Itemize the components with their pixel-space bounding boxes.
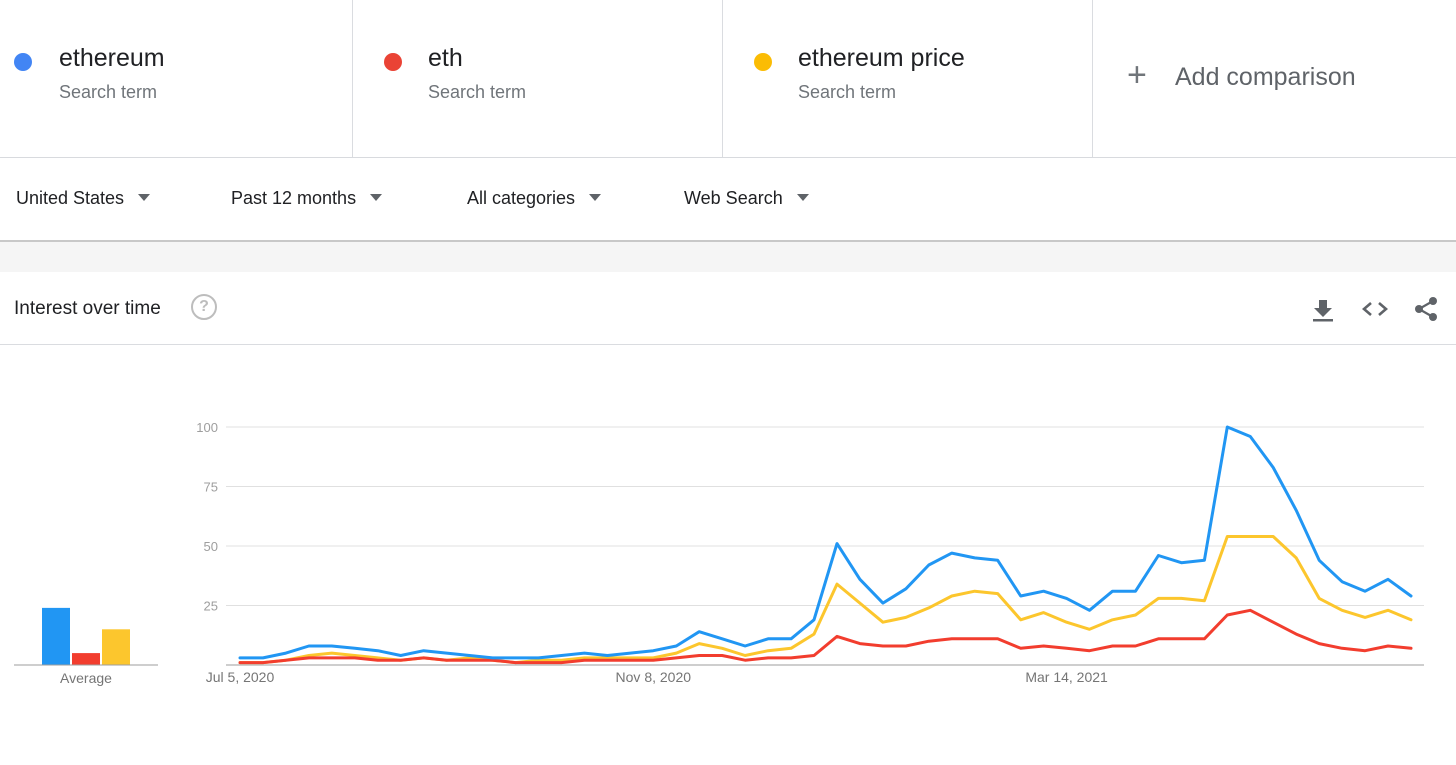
section-separator [0, 242, 1456, 272]
download-icon[interactable] [1308, 294, 1338, 324]
add-comparison-button[interactable]: + Add comparison [1093, 0, 1456, 157]
caret-down-icon [589, 193, 602, 201]
interest-over-time-chart: Average 25 50 75 100 Jul 5, 2020 Nov 8, 2020… [14, 420, 1424, 686]
average-label: Average [60, 670, 112, 686]
average-bar-ethereum-price [102, 629, 130, 665]
y-tick-label: 50 [204, 539, 218, 554]
caret-down-icon [138, 193, 151, 201]
help-icon[interactable]: ? [191, 294, 217, 320]
filter-bar: United States Past 12 months All categor… [0, 158, 1456, 242]
plus-icon: + [1127, 56, 1147, 94]
y-tick-label: 100 [196, 420, 218, 435]
series-line-ethereum [238, 425, 1413, 660]
term-card-ethereum[interactable]: ethereum Search term [0, 0, 353, 157]
x-axis-labels: Jul 5, 2020 Nov 8, 2020 Mar 14, 2021 [206, 669, 1108, 685]
category-dropdown[interactable]: All categories [467, 188, 602, 209]
chart-gridlines: 25 50 75 100 [196, 420, 1424, 666]
term-name: ethereum [59, 44, 165, 72]
time-range-dropdown[interactable]: Past 12 months [231, 188, 383, 209]
term-type-label: Search term [428, 82, 527, 102]
term-name: eth [428, 44, 463, 72]
region-dropdown[interactable]: United States [16, 188, 151, 209]
x-tick-label: Nov 8, 2020 [616, 669, 692, 685]
caret-down-icon [796, 193, 809, 201]
comparison-terms-bar: ethereum Search term eth Search term eth… [0, 0, 1456, 158]
interest-over-time-header: Interest over time ? [0, 272, 1456, 345]
category-value: All categories [467, 188, 576, 208]
term-name: ethereum price [798, 44, 965, 72]
card-title: Interest over time [14, 298, 161, 319]
series-color-dot [384, 53, 402, 71]
embed-code-icon[interactable] [1360, 294, 1390, 324]
search-type-value: Web Search [684, 188, 783, 208]
x-tick-label: Jul 5, 2020 [206, 669, 275, 685]
term-type-label: Search term [59, 82, 158, 102]
average-bar-eth [72, 653, 100, 665]
share-icon[interactable] [1411, 294, 1441, 324]
term-card-eth[interactable]: eth Search term [353, 0, 723, 157]
time-range-value: Past 12 months [231, 188, 357, 208]
chart-series [238, 425, 1413, 665]
add-comparison-label: Add comparison [1175, 63, 1356, 91]
y-tick-label: 75 [204, 480, 218, 495]
average-bars: Average [14, 607, 158, 686]
series-color-dot [754, 53, 772, 71]
x-tick-label: Mar 14, 2021 [1025, 669, 1108, 685]
region-value: United States [16, 188, 125, 208]
series-line-ethereum-price [238, 535, 1413, 665]
average-bar-ethereum [42, 607, 70, 665]
term-card-ethereum-price[interactable]: ethereum price Search term [723, 0, 1093, 157]
caret-down-icon [370, 193, 383, 201]
series-line-eth [238, 608, 1413, 665]
series-color-dot [14, 53, 32, 71]
term-type-label: Search term [798, 82, 897, 102]
y-tick-label: 25 [204, 599, 218, 614]
search-type-dropdown[interactable]: Web Search [684, 188, 809, 209]
